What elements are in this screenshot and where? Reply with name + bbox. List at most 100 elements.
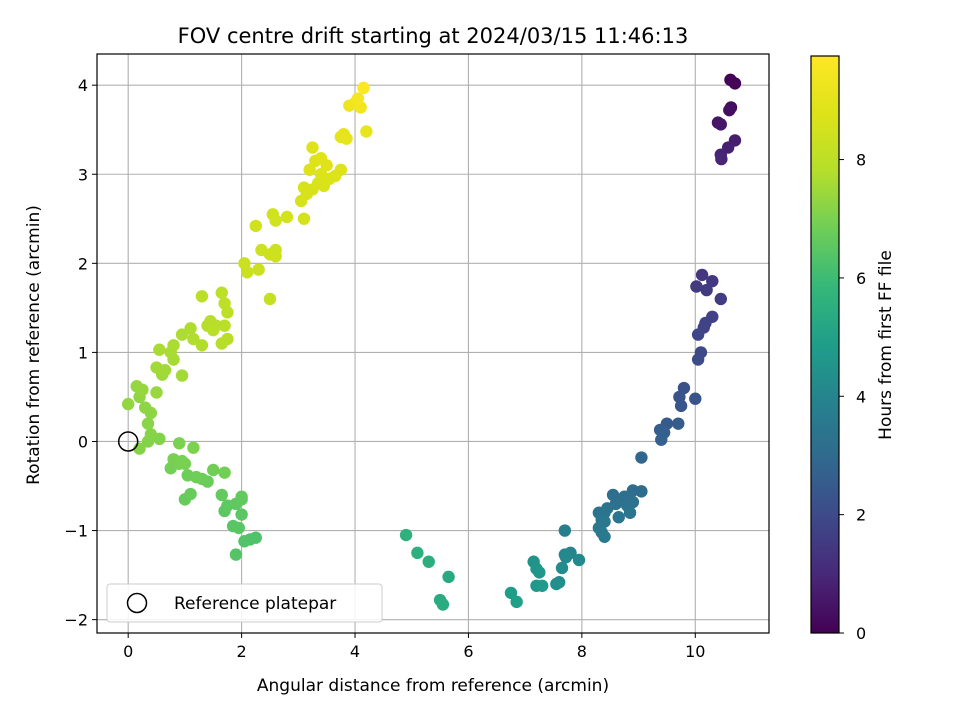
scatter-point xyxy=(150,386,163,399)
y-tick-label: 0 xyxy=(78,432,88,451)
scatter-point xyxy=(269,250,282,263)
scatter-point xyxy=(635,451,648,464)
scatter-point xyxy=(504,586,518,600)
scatter-point xyxy=(723,103,736,117)
legend-label-reference: Reference platepar xyxy=(174,594,336,614)
scatter-point xyxy=(184,487,197,501)
data-points xyxy=(121,73,742,611)
scatter-point xyxy=(728,77,742,90)
y-tick-label: −1 xyxy=(64,522,88,541)
scatter-point xyxy=(691,328,705,341)
colorbar-tick-label: 0 xyxy=(856,624,866,643)
scatter-point xyxy=(314,168,328,181)
colorbar-tick-label: 2 xyxy=(856,506,866,525)
scatter-point xyxy=(535,579,549,592)
scatter-point xyxy=(337,127,350,141)
plot-frame xyxy=(96,53,770,634)
scatter-point xyxy=(555,561,569,575)
chart-title: FOV centre drift starting at 2024/03/15 … xyxy=(178,24,689,48)
scatter-point xyxy=(598,530,611,543)
scatter-point xyxy=(559,551,573,564)
scatter-point xyxy=(232,521,245,535)
x-axis-label: Angular distance from reference (arcmin) xyxy=(257,676,609,696)
scatter-point xyxy=(280,210,294,224)
x-tick-label: 4 xyxy=(350,642,360,661)
scatter-point xyxy=(612,511,625,524)
scatter-point xyxy=(714,118,727,131)
scatter-point xyxy=(215,286,228,299)
colorbar-tick-label: 4 xyxy=(856,387,866,406)
scatter-point xyxy=(690,280,703,293)
scatter-point xyxy=(674,399,688,413)
scatter-point xyxy=(215,488,228,502)
x-axis-ticks: 0 2 4 6 8 10 xyxy=(123,633,705,661)
x-tick-label: 2 xyxy=(237,642,247,661)
scatter-point xyxy=(221,306,234,319)
reference-marker xyxy=(117,431,139,452)
scatter-point xyxy=(207,463,220,477)
scatter-point xyxy=(207,323,220,337)
scatter-point xyxy=(695,268,709,282)
scatter-point xyxy=(136,383,149,397)
scatter-point xyxy=(334,163,348,176)
scatter-point xyxy=(221,332,234,346)
scatter-point xyxy=(357,81,370,95)
scatter-point xyxy=(715,152,728,166)
colorbar-tick-label: 8 xyxy=(856,151,866,170)
scatter-point xyxy=(422,555,435,568)
x-tick-label: 8 xyxy=(577,642,587,661)
scatter-point xyxy=(173,437,186,450)
scatter-point xyxy=(218,466,231,479)
scatter-point xyxy=(195,290,209,303)
scatter-point xyxy=(689,392,702,405)
scatter-point xyxy=(442,570,455,584)
scatter-point xyxy=(235,508,248,521)
scatter-point xyxy=(623,506,637,519)
scatter-point xyxy=(263,292,277,306)
scatter-point xyxy=(655,433,668,446)
scatter-point xyxy=(314,152,328,165)
scatter-point xyxy=(572,553,586,567)
scatter-point xyxy=(303,163,316,176)
scatter-point xyxy=(714,292,727,306)
scatter-point xyxy=(167,339,180,352)
colorbar-label: Hours from first FF file xyxy=(876,250,896,440)
scatter-point xyxy=(218,319,231,332)
scatter-point xyxy=(235,490,248,503)
y-axis-label: Rotation from reference (arcmin) xyxy=(24,205,44,485)
scatter-point xyxy=(411,546,424,560)
scatter-point xyxy=(175,454,189,468)
scatter-point xyxy=(550,577,563,591)
scatter-point xyxy=(436,598,450,611)
colorbar xyxy=(810,55,840,634)
scatter-point xyxy=(175,369,189,382)
scatter-point xyxy=(195,339,209,352)
scatter-point xyxy=(187,332,200,346)
scatter-point xyxy=(533,566,546,579)
scatter-point xyxy=(153,343,166,356)
x-tick-label: 6 xyxy=(463,642,473,661)
scatter-point xyxy=(150,361,163,374)
legend: Reference platepar xyxy=(106,583,383,623)
y-tick-label: 1 xyxy=(78,343,88,362)
scatter-point xyxy=(241,266,254,279)
scatter-point xyxy=(399,528,413,542)
scatter-point xyxy=(269,214,282,227)
scatter-point xyxy=(252,263,265,276)
colorbar-tick-label: 6 xyxy=(856,269,866,288)
scatter-point xyxy=(190,470,203,484)
scatter-point xyxy=(306,141,319,154)
scatter-point xyxy=(121,397,135,411)
y-tick-label: 2 xyxy=(78,254,88,273)
scatter-point xyxy=(184,322,197,335)
scatter-point xyxy=(297,212,311,225)
scatter-point xyxy=(249,219,262,233)
y-tick-label: −2 xyxy=(64,611,88,630)
scatter-point xyxy=(351,92,365,105)
x-tick-label: 10 xyxy=(685,642,705,661)
scatter-point xyxy=(238,535,251,548)
scatter-point xyxy=(360,125,373,138)
scatter-point xyxy=(175,328,189,341)
scatter-point xyxy=(187,441,200,454)
